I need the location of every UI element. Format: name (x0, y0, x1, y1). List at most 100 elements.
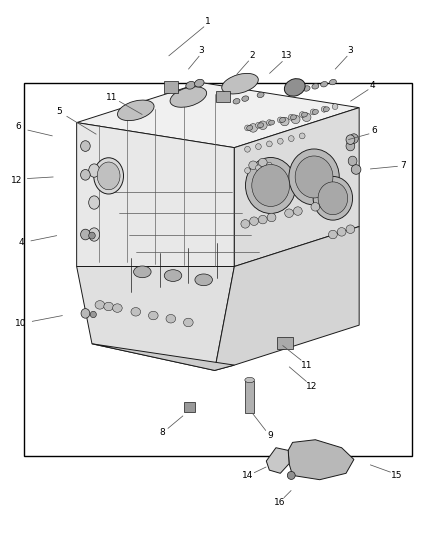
Ellipse shape (258, 158, 267, 167)
Text: 10: 10 (15, 319, 27, 328)
Ellipse shape (170, 87, 207, 107)
Text: 16: 16 (274, 498, 285, 507)
Text: 12: 12 (11, 176, 22, 184)
Ellipse shape (258, 121, 267, 130)
Ellipse shape (257, 92, 264, 98)
Ellipse shape (321, 106, 327, 112)
Ellipse shape (346, 141, 355, 151)
Ellipse shape (134, 266, 151, 278)
Ellipse shape (351, 165, 361, 174)
Bar (24, 83, 412, 456)
Ellipse shape (148, 311, 158, 320)
Ellipse shape (81, 229, 90, 240)
Ellipse shape (302, 113, 311, 122)
Ellipse shape (279, 117, 286, 123)
Ellipse shape (97, 162, 120, 190)
Ellipse shape (186, 82, 195, 89)
Text: 6: 6 (371, 126, 378, 135)
Ellipse shape (255, 122, 261, 128)
Ellipse shape (329, 79, 336, 85)
Polygon shape (234, 108, 359, 266)
Text: 9: 9 (268, 431, 274, 440)
Ellipse shape (337, 228, 346, 236)
Ellipse shape (290, 115, 297, 120)
Ellipse shape (247, 125, 253, 131)
Ellipse shape (299, 112, 305, 117)
Ellipse shape (113, 304, 122, 312)
Ellipse shape (81, 309, 90, 318)
Text: 11: 11 (106, 93, 117, 101)
Text: 6: 6 (15, 123, 21, 131)
Ellipse shape (258, 215, 267, 224)
Polygon shape (266, 448, 289, 473)
Ellipse shape (81, 141, 90, 151)
Ellipse shape (131, 308, 141, 316)
Ellipse shape (266, 162, 272, 168)
FancyBboxPatch shape (184, 402, 195, 412)
Ellipse shape (278, 117, 283, 123)
Ellipse shape (90, 311, 96, 318)
Ellipse shape (289, 136, 294, 142)
Ellipse shape (346, 225, 355, 233)
Ellipse shape (258, 123, 264, 128)
Polygon shape (92, 344, 234, 370)
Ellipse shape (233, 99, 240, 104)
Ellipse shape (245, 158, 296, 213)
Ellipse shape (94, 158, 124, 194)
Ellipse shape (320, 200, 328, 209)
Ellipse shape (299, 133, 305, 139)
Ellipse shape (291, 115, 300, 124)
Ellipse shape (318, 182, 348, 215)
Ellipse shape (280, 117, 289, 126)
Ellipse shape (285, 209, 293, 217)
Ellipse shape (294, 88, 301, 93)
Ellipse shape (348, 156, 357, 166)
FancyBboxPatch shape (216, 91, 230, 102)
Ellipse shape (184, 318, 193, 327)
Ellipse shape (164, 270, 182, 281)
Ellipse shape (266, 141, 272, 147)
Polygon shape (77, 123, 234, 266)
Ellipse shape (195, 274, 212, 286)
Text: 8: 8 (159, 429, 165, 437)
Ellipse shape (311, 203, 320, 211)
Text: 3: 3 (347, 46, 353, 55)
Polygon shape (288, 440, 354, 480)
Ellipse shape (323, 107, 329, 112)
Polygon shape (215, 227, 359, 370)
Ellipse shape (244, 125, 250, 131)
Ellipse shape (255, 165, 261, 171)
Text: 14: 14 (242, 471, 253, 480)
Text: 7: 7 (400, 161, 406, 169)
Text: 4: 4 (18, 238, 24, 247)
Ellipse shape (321, 82, 328, 87)
Ellipse shape (245, 377, 254, 383)
Polygon shape (77, 266, 234, 370)
Ellipse shape (328, 230, 337, 239)
Ellipse shape (310, 109, 316, 115)
Text: 12: 12 (306, 382, 318, 391)
Ellipse shape (249, 161, 258, 169)
Ellipse shape (289, 114, 294, 120)
Ellipse shape (250, 217, 258, 225)
Ellipse shape (293, 207, 302, 215)
Ellipse shape (268, 120, 275, 125)
Ellipse shape (266, 120, 272, 125)
FancyBboxPatch shape (164, 81, 178, 93)
Ellipse shape (104, 302, 113, 311)
Ellipse shape (295, 156, 333, 198)
Ellipse shape (244, 168, 250, 174)
Ellipse shape (289, 149, 339, 205)
Ellipse shape (242, 96, 249, 101)
Text: 4: 4 (370, 81, 375, 90)
Text: 15: 15 (391, 471, 402, 480)
Text: 3: 3 (198, 46, 205, 55)
Ellipse shape (350, 134, 358, 143)
Text: 13: 13 (281, 52, 292, 60)
Ellipse shape (332, 103, 338, 110)
Ellipse shape (287, 471, 295, 480)
Ellipse shape (88, 196, 99, 209)
Ellipse shape (81, 169, 90, 180)
Polygon shape (77, 83, 359, 148)
Ellipse shape (301, 112, 307, 117)
